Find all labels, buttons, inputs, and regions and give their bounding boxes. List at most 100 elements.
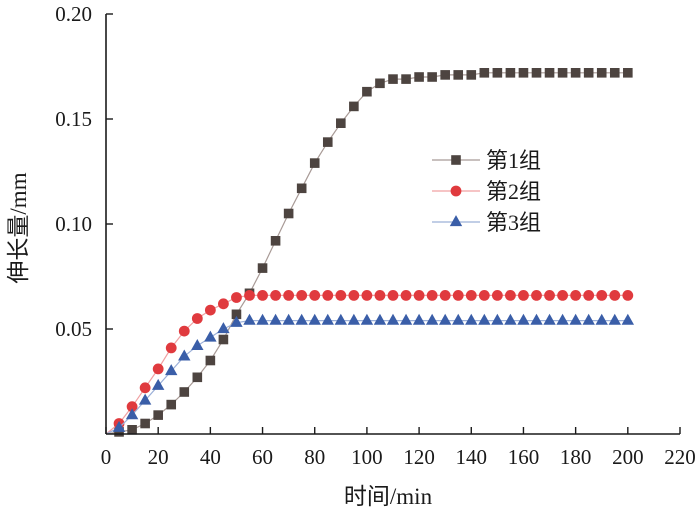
data-point — [217, 322, 230, 334]
data-point — [322, 137, 333, 147]
data-point — [517, 313, 530, 325]
data-point — [569, 313, 582, 325]
data-point — [505, 68, 516, 78]
x-tick-label: 120 — [403, 445, 435, 469]
legend-marker — [451, 155, 461, 165]
legend-label: 第2组 — [486, 179, 541, 204]
legend-marker — [450, 185, 462, 197]
x-tick-label: 60 — [252, 445, 273, 469]
data-point — [530, 313, 543, 325]
data-point — [438, 313, 452, 325]
data-point — [308, 313, 321, 325]
data-point — [386, 313, 400, 325]
data-point — [321, 313, 334, 325]
data-point — [621, 313, 635, 325]
data-point — [151, 378, 165, 390]
data-point — [425, 313, 439, 325]
data-point — [478, 313, 491, 325]
data-point — [282, 313, 295, 325]
data-point — [465, 290, 477, 301]
data-point — [322, 290, 334, 301]
data-point — [112, 420, 126, 432]
data-point — [205, 355, 216, 366]
data-point — [596, 68, 607, 78]
data-point — [453, 70, 464, 80]
series-layer — [105, 68, 635, 437]
data-point — [257, 290, 268, 301]
x-tick-label: 160 — [508, 445, 540, 469]
data-point — [543, 313, 556, 325]
data-point — [153, 410, 163, 420]
data-point — [257, 263, 268, 273]
data-point — [373, 313, 387, 325]
y-tick-label: 0.20 — [55, 2, 92, 26]
tick-labels: 0 20 40 60 80 100 120 140 160 180 200 220 0.05 0.10 0.… — [55, 2, 696, 469]
series-2 — [105, 290, 634, 435]
data-point — [531, 290, 542, 301]
x-tick-label: 80 — [304, 445, 325, 469]
y-tick-label: 0.15 — [55, 107, 92, 131]
data-point — [360, 313, 374, 325]
x-tick-label: 200 — [612, 445, 644, 469]
data-point — [256, 313, 269, 325]
data-point — [388, 74, 398, 84]
data-point — [309, 158, 320, 168]
y-axis-title: 伸长量/mm — [6, 172, 31, 283]
data-point — [387, 290, 399, 301]
data-point — [518, 68, 529, 78]
data-point — [191, 338, 204, 350]
data-point — [178, 349, 191, 361]
data-point — [583, 290, 595, 301]
data-point — [231, 309, 242, 320]
data-point — [478, 290, 490, 301]
data-point — [178, 325, 190, 337]
data-point — [140, 418, 150, 429]
data-point — [544, 290, 555, 301]
data-point — [595, 313, 608, 325]
data-point — [452, 313, 465, 325]
data-point — [414, 72, 424, 82]
y-tick-label: 0.05 — [55, 317, 92, 341]
data-point — [349, 101, 359, 112]
y-tick-label: 0.10 — [55, 212, 92, 236]
data-point — [544, 68, 555, 78]
data-point — [570, 290, 582, 301]
data-point — [204, 304, 216, 316]
data-point — [139, 382, 151, 394]
data-point — [557, 68, 568, 78]
data-point — [218, 298, 229, 310]
data-point — [230, 315, 243, 327]
data-point — [191, 313, 203, 324]
data-point — [231, 292, 242, 303]
data-point — [204, 330, 217, 342]
data-point — [336, 118, 346, 128]
data-point — [335, 290, 347, 301]
data-point — [126, 401, 138, 413]
series-1 — [105, 68, 633, 437]
data-point — [165, 342, 177, 354]
data-point — [166, 399, 177, 410]
series-3 — [105, 313, 635, 435]
data-point — [114, 427, 124, 437]
data-point — [426, 290, 438, 301]
legend-marker — [449, 215, 463, 227]
data-point — [557, 290, 568, 301]
data-point — [412, 313, 426, 325]
data-point — [348, 290, 360, 301]
data-point — [295, 313, 308, 325]
data-point — [570, 68, 581, 78]
series-line — [105, 320, 628, 435]
data-point — [334, 313, 348, 325]
data-point — [609, 68, 620, 78]
data-point — [309, 290, 321, 301]
data-point — [466, 70, 477, 80]
data-point — [531, 68, 542, 78]
data-point — [452, 290, 464, 301]
data-point — [608, 313, 621, 325]
x-tick-label: 180 — [560, 445, 592, 469]
data-point — [440, 70, 450, 80]
x-tick-label: 100 — [351, 445, 383, 469]
data-point — [218, 334, 229, 345]
data-point — [623, 68, 633, 78]
